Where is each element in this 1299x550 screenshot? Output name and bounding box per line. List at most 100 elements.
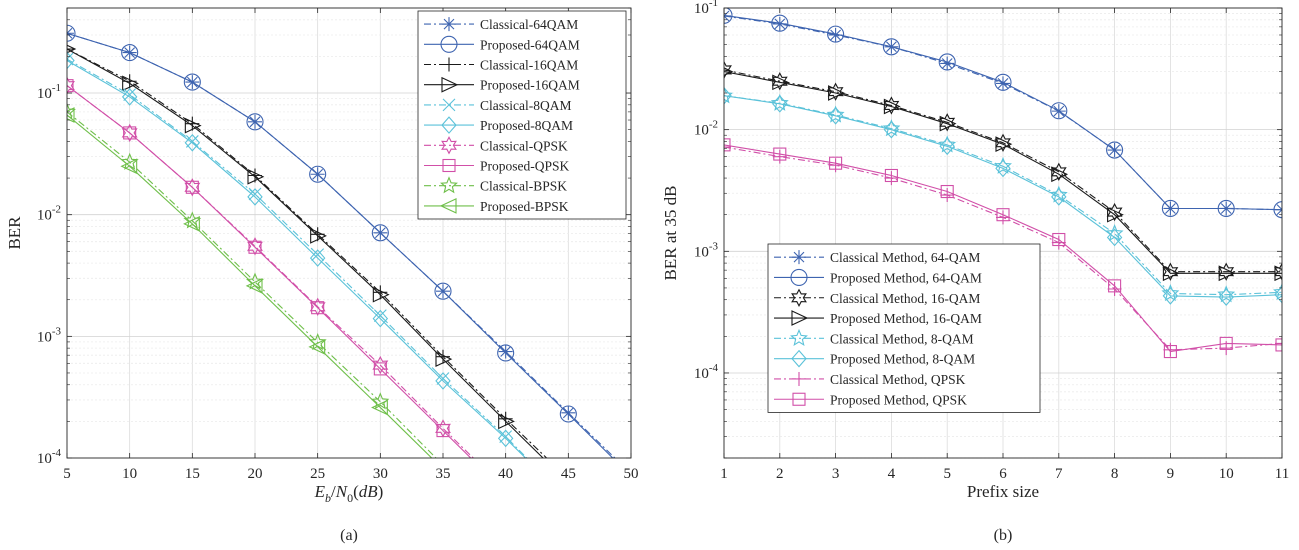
legend-label: Proposed-BPSK — [480, 199, 569, 214]
data-point-marker — [248, 187, 262, 201]
data-point-marker — [248, 240, 262, 254]
data-point-marker — [308, 338, 326, 355]
data-point-marker — [311, 301, 325, 315]
data-point-marker — [435, 351, 453, 367]
legend-entry: Classical-QPSK — [424, 136, 568, 155]
chart-panel-a: 5 10 15 20 25 30 35 40 45 50 10-4 10-3 10-2 10-1 Eb/N0… — [5, 7, 639, 544]
data-point-marker — [770, 93, 789, 111]
data-point-marker — [121, 123, 138, 143]
data-point-marker — [371, 399, 388, 416]
legend-swatch-marker — [442, 17, 456, 32]
data-point-marker — [247, 168, 265, 185]
data-point-marker — [246, 113, 264, 131]
data-point-marker — [1217, 285, 1236, 303]
data-point-marker — [940, 184, 954, 199]
data-point-marker — [497, 429, 514, 448]
x-tick-label: 9 — [1167, 466, 1175, 482]
data-point-marker — [1052, 232, 1066, 247]
legend-entry: Proposed-64QAM — [424, 35, 580, 53]
legend-entry: Classical Method, QPSK — [774, 371, 966, 387]
series-7 — [67, 79, 472, 458]
data-point-marker — [561, 405, 576, 420]
x-tick-label: 20 — [248, 466, 263, 482]
data-point-marker — [772, 16, 787, 31]
data-point-marker — [436, 372, 450, 385]
data-point-marker — [1161, 284, 1180, 302]
x-tick-label: 30 — [373, 466, 388, 482]
x-tick-label: 15 — [185, 466, 200, 482]
legend-label: Proposed Method, 16-QAM — [830, 311, 982, 326]
data-point-marker — [123, 126, 137, 140]
data-point-marker — [311, 248, 325, 261]
series-line — [724, 95, 1282, 298]
series-line — [67, 48, 548, 458]
data-point-marker — [247, 188, 263, 206]
data-point-marker — [828, 85, 845, 101]
legend-entry: Classical-64QAM — [424, 17, 578, 32]
data-point-marker — [122, 75, 139, 92]
legend-label: Proposed Method, 8-QAM — [830, 352, 975, 367]
data-point-marker — [498, 413, 515, 430]
legend: Classical Method, 64-QAM Proposed Method,… — [767, 243, 1041, 413]
series-line — [67, 114, 433, 458]
series-3 — [724, 67, 1282, 282]
y-tick-label: 10-3 — [37, 325, 62, 345]
x-tick-label: 35 — [436, 466, 451, 482]
legend-entry: Classical-16QAM — [424, 57, 578, 73]
data-point-marker — [939, 137, 955, 156]
data-point-marker — [1217, 199, 1235, 218]
legend-swatch-marker — [791, 288, 807, 307]
data-point-marker — [121, 44, 139, 62]
legend-label: Classical Method, 16-QAM — [830, 291, 980, 306]
legend-label: Classical-16QAM — [480, 58, 578, 73]
legend-entry: Proposed Method, 8-QAM — [774, 349, 975, 368]
data-point-marker — [372, 309, 389, 328]
legend-entry: Proposed Method, QPSK — [774, 392, 967, 407]
data-point-marker — [772, 149, 787, 164]
data-point-marker — [724, 86, 733, 104]
x-tick-label: 4 — [888, 466, 896, 482]
series-line — [724, 71, 1282, 274]
legend-label: Proposed-QPSK — [480, 159, 570, 174]
x-tick-label: 1 — [720, 466, 728, 482]
x-axis-label: Eb/N0(dB) — [314, 482, 384, 505]
data-point-marker — [67, 107, 75, 123]
legend-label: Proposed-8QAM — [480, 118, 573, 133]
data-point-marker — [372, 355, 389, 375]
data-point-marker — [67, 51, 75, 70]
data-point-marker — [724, 60, 732, 80]
legend-swatch-marker — [791, 349, 807, 368]
data-point-marker — [883, 98, 901, 115]
data-point-marker — [1050, 102, 1068, 120]
y-tick-label: 10-2 — [694, 119, 718, 139]
data-point-marker — [435, 372, 451, 390]
legend-swatch-marker — [792, 250, 806, 265]
legend-label: Classical-BPSK — [480, 179, 567, 194]
series-line — [724, 144, 1282, 353]
x-tick-label: 3 — [832, 466, 840, 482]
x-tick-label: 2 — [776, 466, 784, 482]
legend-swatch-marker — [440, 35, 458, 53]
data-point-marker — [996, 76, 1010, 91]
x-tick-label: 5 — [943, 466, 951, 482]
x-tick-label: 50 — [624, 466, 639, 482]
data-point-marker — [499, 430, 513, 443]
data-point-marker — [120, 158, 138, 175]
y-axis-label: BER — [5, 216, 24, 250]
series-group — [724, 8, 1282, 359]
data-point-marker — [1274, 265, 1282, 282]
series-5 — [67, 51, 527, 458]
legend-entry: Classical Method, 8-QAM — [774, 328, 974, 346]
data-point-marker — [373, 309, 387, 323]
data-point-marker — [882, 119, 901, 137]
y-tick-label: 10-1 — [694, 0, 718, 17]
legend-entry: Proposed Method, 16-QAM — [774, 310, 982, 326]
data-point-marker — [310, 227, 327, 244]
data-point-marker — [434, 282, 452, 300]
axes-box — [66, 7, 632, 459]
x-tick-label: 8 — [1111, 466, 1119, 482]
legend-swatch-marker — [442, 98, 456, 112]
panel-label: (a) — [340, 527, 358, 544]
data-point-marker — [1274, 285, 1282, 304]
legend-entry: Proposed-QPSK — [424, 159, 570, 174]
